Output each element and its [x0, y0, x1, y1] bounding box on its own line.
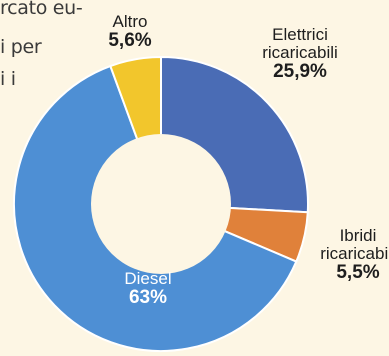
label-ibridi-line-1: Ibridi [339, 226, 377, 245]
label-ibridi-line-2: ricaricabili [320, 243, 389, 263]
value-elettrici-ricaricabili: 25,9% [273, 60, 327, 82]
intro-line-1: rcato eu- [0, 0, 83, 19]
value-ibridi-ricaricabili: 5,5% [336, 261, 380, 283]
donut-hole [91, 134, 231, 274]
label-elettrici-line-2: ricaricabili [262, 42, 338, 62]
label-elettrici-ricaricabili: Elettrici ricaricabili 25,9% [240, 26, 360, 82]
label-elettrici-line-1: Elettrici [272, 25, 328, 44]
value-altro: 5,6% [108, 29, 152, 51]
intro-line-3: i i [0, 68, 16, 90]
label-diesel: Diesel 63% [110, 270, 186, 308]
label-ibridi-ricaricabili: Ibridi ricaricabili 5,5% [318, 227, 389, 283]
label-diesel-line-1: Diesel [124, 269, 172, 288]
label-altro-line-1: Altro [112, 12, 148, 31]
intro-line-2: i per [0, 36, 42, 58]
label-altro: Altro 5,6% [100, 13, 160, 51]
value-diesel: 63% [128, 286, 168, 308]
